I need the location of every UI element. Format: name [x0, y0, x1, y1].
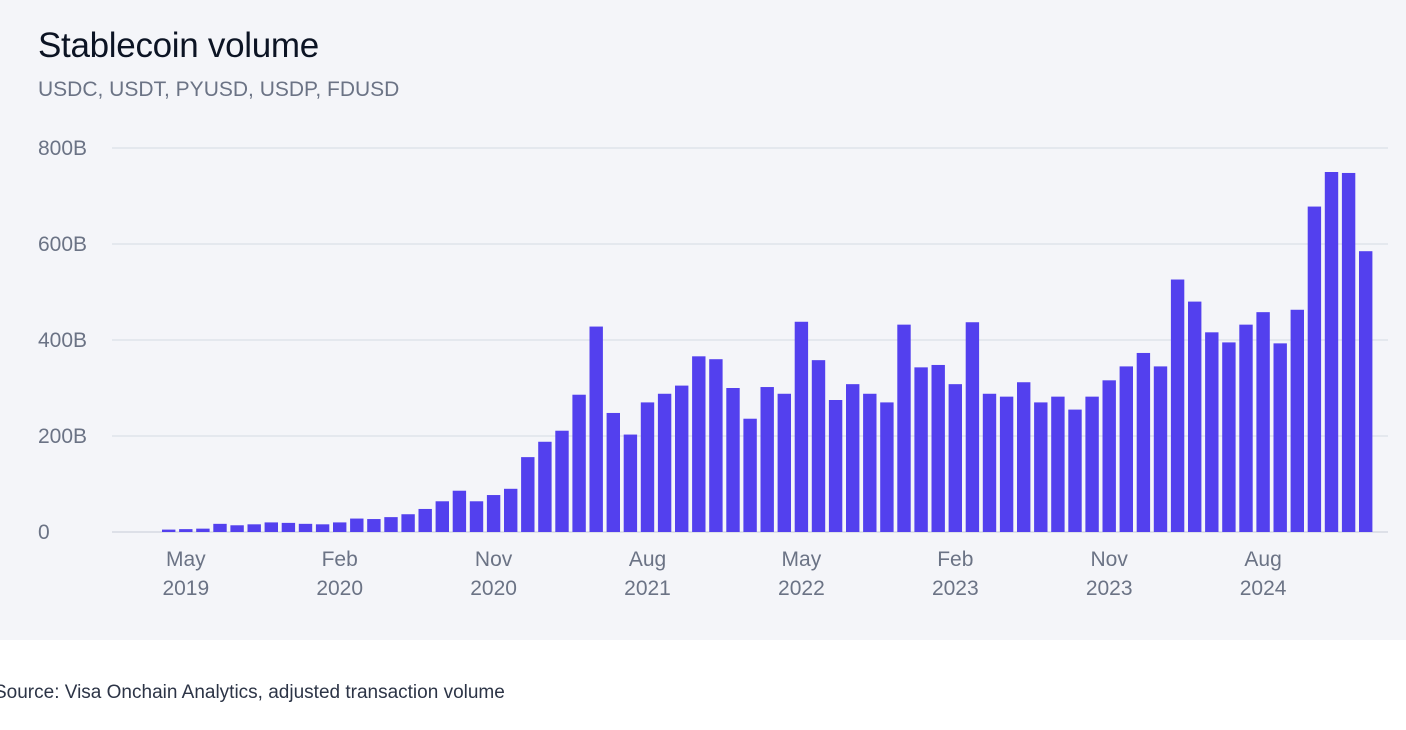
bar — [1017, 382, 1031, 532]
y-tick-label: 800B — [38, 137, 87, 160]
bar — [675, 385, 689, 532]
bar — [1307, 206, 1322, 532]
bar — [726, 388, 740, 532]
x-tick-year: 2021 — [624, 577, 671, 600]
bar — [914, 367, 928, 532]
bar — [538, 441, 552, 532]
x-tick-month: May — [782, 548, 822, 571]
bar — [298, 523, 313, 532]
bar — [794, 321, 809, 532]
bar — [999, 396, 1014, 532]
bar — [196, 528, 210, 532]
x-tick-month: Nov — [1091, 548, 1129, 571]
bar — [606, 412, 620, 532]
bar — [435, 501, 449, 532]
bar — [469, 501, 484, 532]
bar — [1324, 172, 1339, 532]
bar — [1085, 396, 1099, 532]
bar — [521, 457, 535, 532]
bar — [948, 384, 962, 532]
bar — [1136, 352, 1151, 532]
x-tick-month: Aug — [1244, 548, 1281, 571]
bar — [315, 524, 330, 532]
y-tick-label: 0 — [38, 521, 50, 544]
bar — [880, 402, 894, 532]
x-tick-month: Feb — [322, 548, 358, 571]
bar — [162, 529, 176, 532]
chart-subtitle: USDC, USDT, PYUSD, USDP, FDUSD — [38, 78, 400, 101]
bar — [1153, 366, 1168, 532]
bar — [828, 400, 843, 532]
bar — [486, 495, 501, 532]
bar — [281, 522, 296, 532]
bar — [1170, 279, 1185, 532]
bar — [1051, 396, 1065, 532]
x-tick-year: 2022 — [778, 577, 825, 600]
bar — [1341, 172, 1356, 532]
y-axis-ticks: 0 200B 400B 600B 800B — [38, 137, 87, 544]
bar — [931, 364, 945, 532]
bar — [982, 393, 997, 532]
bar — [264, 522, 278, 532]
bars — [162, 172, 1373, 532]
bar — [384, 517, 398, 532]
bar — [1188, 301, 1202, 532]
y-tick-label: 400B — [38, 329, 87, 352]
x-tick-year: 2020 — [470, 577, 517, 600]
y-tick-label: 600B — [38, 233, 87, 256]
bar — [760, 387, 774, 532]
bar — [418, 508, 432, 532]
bar — [623, 434, 638, 532]
source-note: Source: Visa Onchain Analytics, adjusted… — [0, 682, 505, 703]
bar — [1102, 380, 1116, 532]
bar — [743, 418, 757, 532]
bar — [213, 523, 227, 532]
bar — [1273, 343, 1287, 532]
x-tick-year: 2020 — [316, 577, 363, 600]
bar — [589, 326, 603, 532]
bar — [1290, 309, 1304, 532]
bar — [709, 359, 723, 532]
bar — [179, 529, 193, 532]
bar — [1034, 402, 1048, 532]
x-tick-month: Feb — [937, 548, 973, 571]
bar — [863, 393, 877, 532]
x-axis-ticks: May 2019 Feb 2020 Nov 2020 Aug 2021 May 2022 Feb 20… — [162, 548, 1286, 600]
bar — [846, 384, 860, 532]
bar — [777, 393, 791, 532]
bar — [1239, 324, 1253, 532]
bar — [692, 356, 706, 532]
bar — [401, 514, 415, 532]
bar-chart: 0 200B 400B 600B 800B May 2019 Feb 2020 Nov 2020 A… — [38, 137, 1388, 600]
bar — [572, 394, 586, 532]
bar — [230, 525, 244, 532]
bar — [350, 518, 364, 532]
bar — [367, 519, 381, 532]
bar — [1119, 366, 1133, 532]
bar — [640, 402, 655, 532]
bar — [1256, 312, 1270, 532]
bar — [1068, 409, 1082, 532]
x-tick-year: 2023 — [1086, 577, 1133, 600]
bar — [333, 522, 347, 532]
x-tick-month: Aug — [629, 548, 666, 571]
bar — [811, 360, 826, 532]
x-tick-year: 2023 — [932, 577, 979, 600]
y-tick-label: 200B — [38, 425, 87, 448]
bar — [504, 488, 518, 532]
bar — [897, 324, 911, 532]
bar — [657, 393, 672, 532]
bar — [1205, 332, 1219, 532]
bar — [1222, 342, 1236, 532]
x-tick-year: 2024 — [1240, 577, 1287, 600]
bar — [1359, 251, 1373, 532]
bar — [452, 490, 467, 532]
x-tick-year: 2019 — [162, 577, 209, 600]
chart-title: Stablecoin volume — [38, 26, 319, 65]
bar — [247, 524, 261, 532]
bar — [965, 322, 980, 532]
bar — [555, 430, 569, 532]
x-tick-month: May — [166, 548, 206, 571]
x-tick-month: Nov — [475, 548, 513, 571]
